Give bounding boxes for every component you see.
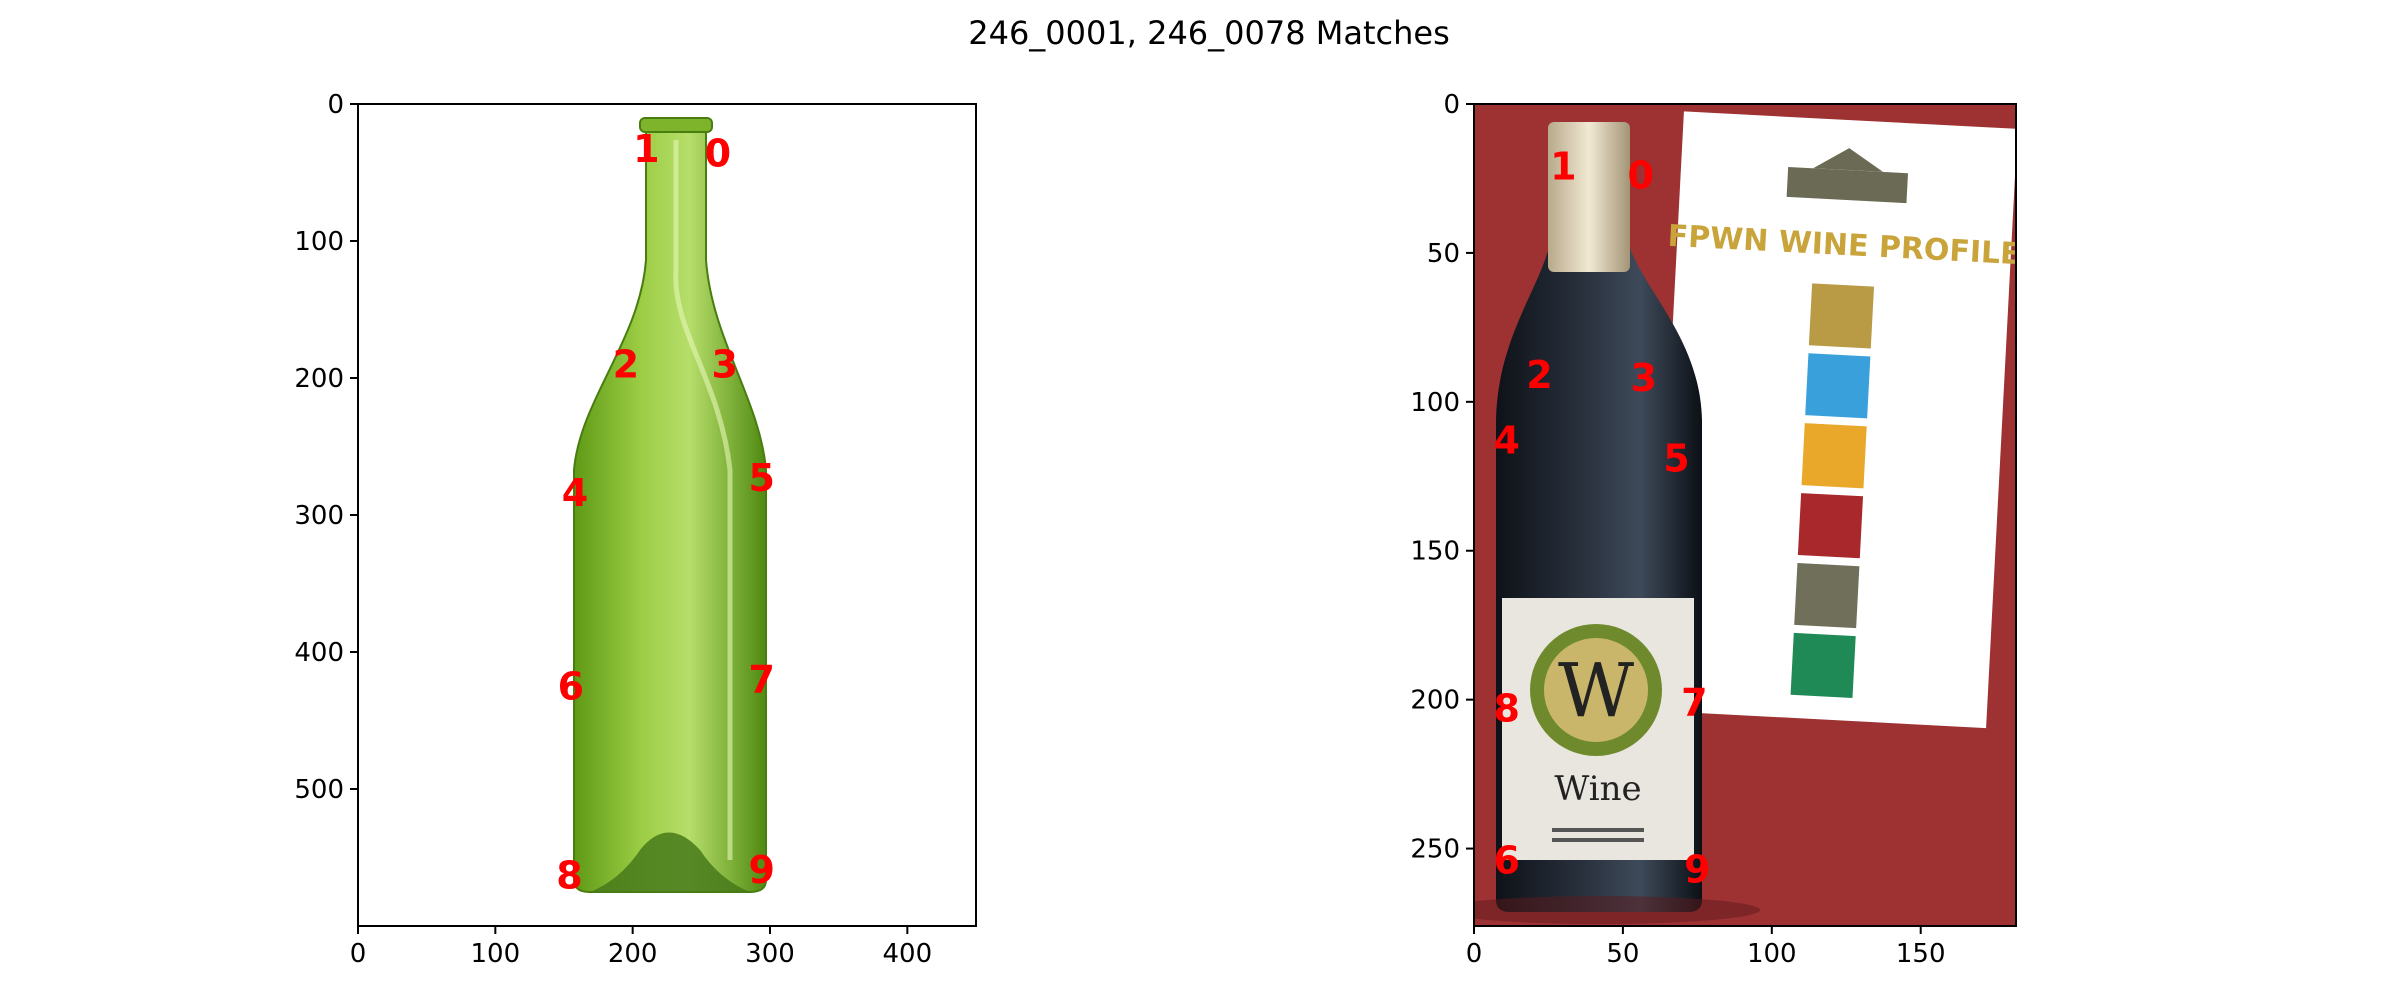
left-ytick-label-4: 400 [294, 638, 344, 668]
left-ytick-label-2: 200 [294, 364, 344, 394]
right-axes-frame [1473, 103, 2017, 927]
right-keypoint-8: 8 [1494, 687, 1520, 731]
wine-profile-card: FPWN WINE PROFILE [1652, 111, 2016, 729]
left-keypoint-4: 4 [562, 471, 588, 515]
right-x-axis: 0 50 100 150 [1466, 926, 1946, 969]
dark-bottle-illustration: W Wine [1474, 122, 1760, 924]
right-keypoint-3: 3 [1631, 356, 1657, 400]
left-x-axis: 0 100 200 300 400 [350, 926, 932, 969]
left-ytick-label-3: 300 [294, 501, 344, 531]
left-ytick-label-0: 0 [327, 90, 344, 120]
right-xtick-label-3: 150 [1896, 939, 1946, 969]
right-image-panel: FPWN WINE PROFILE W Wine [1410, 90, 2017, 969]
right-keypoint-0: 0 [1628, 153, 1654, 197]
card-icon-red [1797, 493, 1864, 559]
left-keypoint-3: 3 [711, 342, 737, 386]
figure-title: 246_0001, 246_0078 Matches [968, 14, 1450, 52]
card-icon-blue [1805, 353, 1871, 419]
left-xtick-label-0: 0 [350, 939, 367, 969]
right-keypoint-9: 9 [1684, 847, 1710, 891]
right-ytick-label-1: 50 [1427, 239, 1460, 269]
right-keypoints: 0 1 2 3 4 5 6 7 8 9 [1494, 145, 1711, 892]
right-ytick-label-2: 100 [1410, 388, 1460, 418]
right-keypoint-6: 6 [1494, 838, 1520, 882]
right-xtick-label-0: 0 [1466, 939, 1483, 969]
label-w-art: W [1558, 648, 1634, 734]
left-ytick-label-1: 100 [294, 227, 344, 257]
right-keypoint-4: 4 [1494, 419, 1520, 463]
label-wine-art: Wine [1554, 769, 1641, 809]
left-xtick-label-2: 200 [608, 939, 658, 969]
left-image-panel: 0 100 200 300 400 0 100 200 300 400 500 0 1 2 3 4 5 6 7 8… [294, 90, 977, 969]
left-keypoint-7: 7 [749, 657, 775, 701]
right-xtick-label-2: 100 [1747, 939, 1797, 969]
left-xtick-label-4: 400 [883, 939, 933, 969]
right-ytick-label-5: 250 [1410, 835, 1460, 865]
right-keypoint-5: 5 [1663, 436, 1689, 480]
card-icon-green [1790, 632, 1856, 699]
right-y-axis: 0 50 100 150 200 250 [1410, 90, 1474, 865]
left-keypoint-8: 8 [556, 853, 582, 897]
card-icon-glass [1808, 283, 1875, 349]
right-xtick-label-1: 50 [1606, 939, 1639, 969]
left-keypoint-1: 1 [633, 127, 659, 171]
right-ytick-label-0: 0 [1443, 90, 1460, 120]
left-ytick-label-5: 500 [294, 775, 344, 805]
right-keypoint-2: 2 [1526, 353, 1552, 397]
left-y-axis: 0 100 200 300 400 500 [294, 90, 358, 805]
card-icon-barrel [1794, 562, 1860, 629]
left-xtick-label-1: 100 [471, 939, 521, 969]
right-ytick-label-4: 200 [1410, 686, 1460, 716]
green-bottle-illustration [573, 117, 767, 893]
left-keypoint-5: 5 [749, 456, 775, 500]
card-icon-orange [1801, 423, 1867, 489]
left-keypoint-9: 9 [749, 848, 775, 892]
right-ytick-label-3: 150 [1410, 537, 1460, 567]
right-keypoint-7: 7 [1681, 681, 1707, 725]
right-keypoint-1: 1 [1550, 145, 1576, 189]
left-keypoint-0: 0 [705, 131, 731, 175]
left-xtick-label-3: 300 [745, 939, 795, 969]
left-keypoints: 0 1 2 3 4 5 6 7 8 9 [556, 127, 775, 897]
left-keypoint-2: 2 [613, 342, 639, 386]
left-keypoint-6: 6 [558, 664, 584, 708]
